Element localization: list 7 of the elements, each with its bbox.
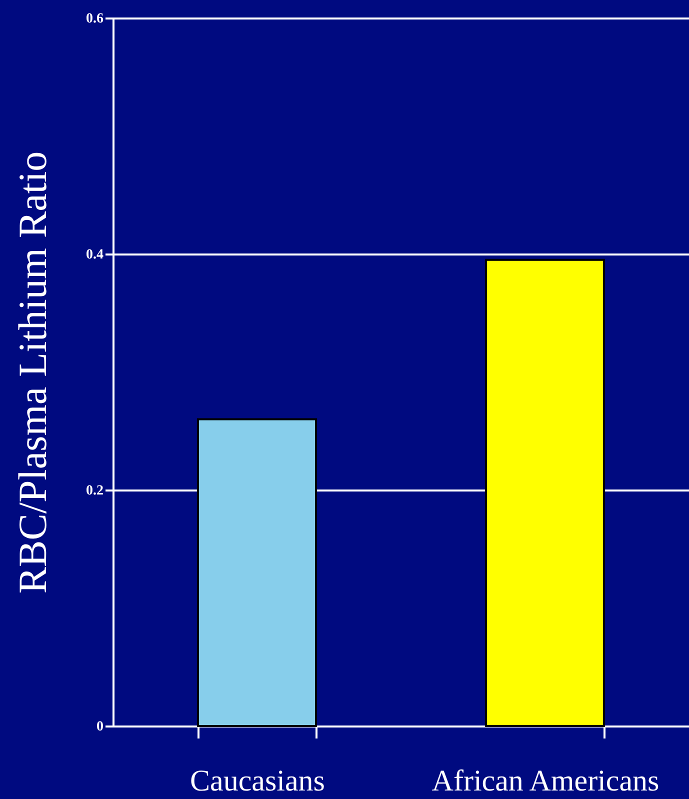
y-axis-title: RBC/Plasma Lithium Ratio xyxy=(10,151,55,594)
y-tick-label: 0.2 xyxy=(86,484,104,498)
x-tick-label: African Americans xyxy=(432,764,660,798)
y-tick-label: 0.4 xyxy=(86,248,104,262)
y-tick-label: 0 xyxy=(96,720,104,734)
x-tick-label: Caucasians xyxy=(190,764,325,798)
y-tick-label: 0.6 xyxy=(86,12,104,26)
